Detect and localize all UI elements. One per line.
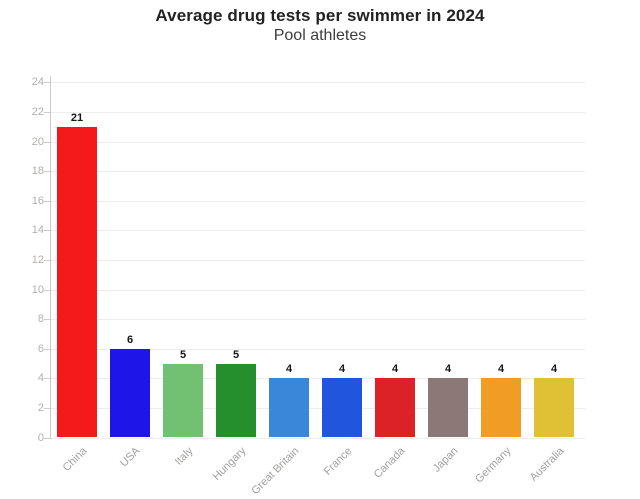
y-axis-tick-14 [44, 230, 50, 232]
y-axis-tick-4 [44, 378, 50, 380]
gridline-y-2 [50, 407, 585, 409]
y-tick-label-20: 20 [31, 135, 44, 148]
y-tick-label-12: 12 [31, 253, 44, 266]
gridline-y-10 [50, 289, 585, 291]
bar-value-label-hungary: 5 [232, 348, 240, 361]
bar-value-label-australia: 4 [550, 363, 558, 376]
bar-value-label-italy: 5 [179, 348, 187, 361]
gridline-y-6 [50, 348, 585, 350]
y-tick-label-16: 16 [31, 194, 44, 207]
y-axis-tick-8 [44, 319, 50, 321]
y-axis-tick-18 [44, 171, 50, 173]
category-label-china: China [60, 444, 90, 474]
y-tick-label-0: 0 [37, 431, 44, 444]
y-tick-label-8: 8 [37, 313, 44, 326]
category-label-great-britain: Great Britain [249, 444, 302, 497]
bar-value-label-great-britain: 4 [285, 363, 293, 376]
category-label-germany: Germany [473, 444, 514, 485]
y-axis-tick-6 [44, 348, 50, 350]
y-axis-tick-24 [44, 82, 50, 84]
y-tick-label-22: 22 [31, 105, 44, 118]
bar-usa [110, 348, 150, 438]
bar-value-label-china: 21 [70, 111, 84, 124]
bar-china [57, 126, 97, 438]
bar-japan [428, 378, 468, 438]
y-tick-label-2: 2 [37, 401, 44, 414]
bar-italy [163, 363, 203, 438]
bar-germany [481, 378, 521, 438]
gridline-y-14 [50, 230, 585, 232]
gridline-y-16 [50, 200, 585, 202]
category-label-japan: Japan [430, 444, 461, 475]
gridline-y-8 [50, 319, 585, 321]
y-tick-label-18: 18 [31, 165, 44, 178]
y-axis-tick-22 [44, 111, 50, 113]
bar-value-label-japan: 4 [444, 363, 452, 376]
gridline-y-12 [50, 259, 585, 261]
y-tick-label-4: 4 [37, 372, 44, 385]
y-tick-label-24: 24 [31, 76, 44, 89]
category-label-usa: USA [118, 444, 143, 469]
y-axis-tick-2 [44, 407, 50, 409]
y-tick-label-14: 14 [31, 224, 44, 237]
bar-great-britain [269, 378, 309, 438]
y-axis-tick-20 [44, 141, 50, 143]
chart-title: Average drug tests per swimmer in 2024 [155, 6, 485, 25]
bar-australia [534, 378, 574, 438]
gridline-y-22 [50, 111, 585, 113]
y-tick-label-10: 10 [31, 283, 44, 296]
gridline-y-20 [50, 141, 585, 143]
y-axis-tick-0 [44, 437, 50, 439]
bar-value-label-france: 4 [338, 363, 346, 376]
y-axis-tick-12 [44, 259, 50, 261]
category-label-canada: Canada [371, 444, 408, 481]
y-axis-line [50, 76, 51, 439]
category-label-italy: Italy [172, 444, 196, 468]
y-axis-tick-10 [44, 289, 50, 291]
bar-value-label-usa: 6 [126, 333, 134, 346]
y-tick-label-6: 6 [37, 342, 44, 355]
chart-subtitle: Pool athletes [273, 27, 367, 44]
bar-france [322, 378, 362, 438]
category-label-australia: Australia [527, 444, 567, 484]
category-label-france: France [321, 444, 355, 478]
bar-canada [375, 378, 415, 438]
y-axis-tick-16 [44, 200, 50, 202]
gridline-y-4 [50, 378, 585, 380]
category-label-hungary: Hungary [210, 444, 249, 483]
gridline-y-0 [50, 437, 585, 439]
gridline-y-24 [50, 82, 585, 84]
bar-value-label-canada: 4 [391, 363, 399, 376]
bar-hungary [216, 363, 256, 438]
gridline-y-18 [50, 171, 585, 173]
bar-value-label-germany: 4 [497, 363, 505, 376]
